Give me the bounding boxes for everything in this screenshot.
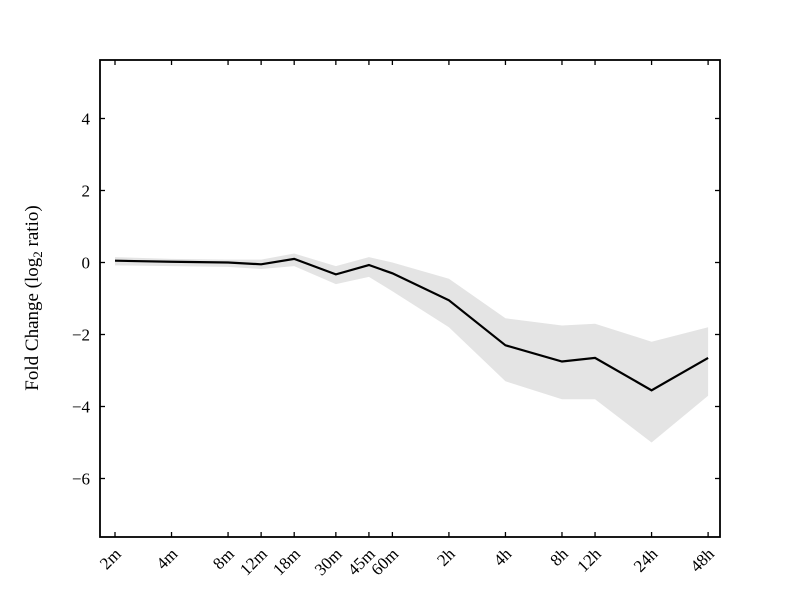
x-tick-label: 12h <box>573 544 605 576</box>
plot-border <box>99 59 721 538</box>
x-tick-label: 4h <box>490 544 516 570</box>
data-line-mean-fold-change <box>114 257 709 392</box>
y-axis-title-subscript: 2 <box>30 251 45 258</box>
y-axis-title: Fold Change (log2 ratio) <box>22 205 45 390</box>
x-tick-label: 8m <box>209 544 238 573</box>
x-tick-label: 12m <box>236 544 271 579</box>
y-axis-labels: 4 2 0 −2 −4 −6 <box>72 110 91 489</box>
x-tick-label: 48h <box>686 544 718 576</box>
y-tick-label: −4 <box>72 398 91 417</box>
x-tick-label: 18m <box>269 544 304 579</box>
confidence-band <box>115 253 709 443</box>
y-tick-label: 2 <box>82 182 91 201</box>
y-tick-label: −6 <box>72 470 90 489</box>
x-tick-label: 30m <box>311 544 346 579</box>
x-tick-label: 24h <box>630 544 662 576</box>
x-tick-label: 8h <box>546 544 572 570</box>
axis-ticks <box>100 60 720 537</box>
x-tick-label: 2h <box>433 544 459 570</box>
y-axis-title-text: Fold Change (log <box>22 257 43 390</box>
y-tick-label: 4 <box>82 110 91 129</box>
x-tick-label: 2m <box>96 544 125 573</box>
y-axis-title-text: ratio) <box>22 205 43 251</box>
x-tick-label: 4m <box>153 544 182 573</box>
y-tick-label: 0 <box>82 254 91 273</box>
y-tick-label: −2 <box>72 326 90 345</box>
x-tick-label: 60m <box>367 544 402 579</box>
